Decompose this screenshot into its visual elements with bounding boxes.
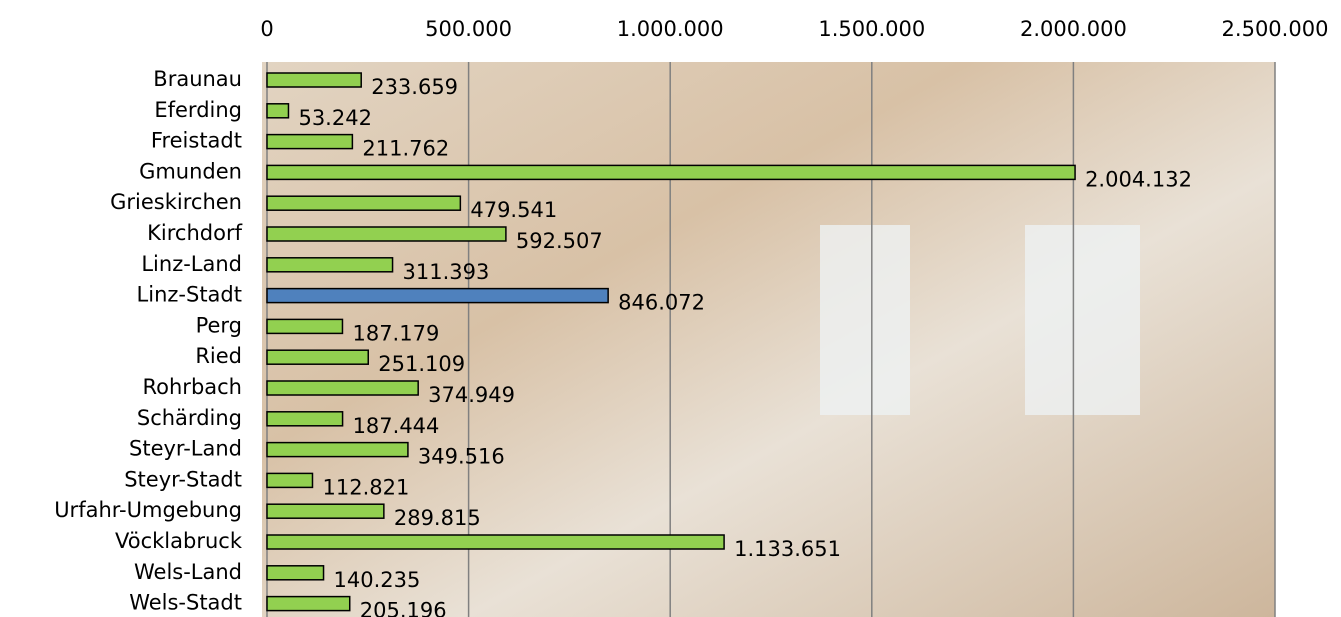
bar (266, 595, 351, 612)
data-label: 1.133.651 (734, 537, 841, 561)
y-tick-label: Linz-Land (141, 252, 242, 276)
y-tick-label: Braunau (153, 67, 242, 91)
data-label: 846.072 (618, 291, 705, 315)
y-tick-label: Rohrbach (143, 375, 243, 399)
y-tick-label: Linz-Stadt (137, 283, 242, 307)
x-tick-label: 2.000.000 (1020, 17, 1127, 41)
y-tick-label: Perg (196, 313, 242, 337)
y-tick-label: Wels-Land (134, 560, 242, 584)
window (1025, 225, 1140, 415)
bar (266, 349, 369, 365)
data-label: 233.659 (371, 75, 458, 99)
data-label: 479.541 (470, 198, 557, 222)
bar (266, 441, 409, 458)
y-tick-label: Grieskirchen (110, 190, 242, 214)
y-tick-label: Schärding (137, 406, 242, 430)
data-label: 311.393 (403, 260, 490, 284)
y-tick-label: Freistadt (151, 129, 242, 153)
bar (266, 411, 344, 427)
data-label: 187.179 (352, 321, 439, 345)
data-label: 289.815 (394, 506, 481, 530)
bar (266, 565, 325, 581)
y-tick-label: Steyr-Land (129, 437, 242, 461)
y-tick-label: Kirchdorf (147, 221, 242, 245)
data-label: 349.516 (418, 445, 505, 469)
data-label: 140.235 (334, 568, 421, 592)
data-label: 211.762 (362, 137, 449, 161)
x-tick-label: 2.500.000 (1222, 17, 1329, 41)
data-label: 251.109 (378, 352, 465, 376)
bar (266, 534, 725, 550)
data-label: 187.444 (353, 414, 440, 438)
bar (266, 287, 609, 304)
data-label: 53.242 (298, 106, 371, 130)
x-tick-label: 1.500.000 (818, 17, 925, 41)
bar (266, 195, 462, 211)
y-tick-label: Wels-Stadt (129, 591, 242, 615)
x-tick-label: 500.000 (425, 17, 512, 41)
bar (266, 103, 290, 119)
bar (266, 318, 344, 335)
data-label: 205.196 (360, 599, 447, 617)
data-label: 2.004.132 (1085, 167, 1192, 191)
y-tick-label: Gmunden (139, 159, 242, 183)
bar (266, 257, 394, 273)
x-tick-label: 1.000.000 (617, 17, 724, 41)
window (820, 225, 910, 415)
bar (266, 472, 314, 489)
bar (266, 503, 385, 519)
data-label: 374.949 (428, 383, 515, 407)
data-label: 112.821 (322, 475, 409, 499)
y-tick-label: Vöcklabruck (115, 529, 243, 553)
bar (266, 164, 1076, 181)
data-label: 592.507 (516, 229, 603, 253)
bar (266, 72, 362, 88)
bar (266, 226, 507, 242)
y-tick-label: Eferding (154, 98, 242, 122)
y-tick-label: Urfahr-Umgebung (54, 498, 242, 522)
x-tick-label: 0 (260, 17, 273, 41)
y-tick-label: Ried (195, 344, 242, 368)
bar (266, 133, 354, 150)
bar (266, 380, 419, 396)
y-tick-label: Steyr-Stadt (124, 467, 242, 491)
